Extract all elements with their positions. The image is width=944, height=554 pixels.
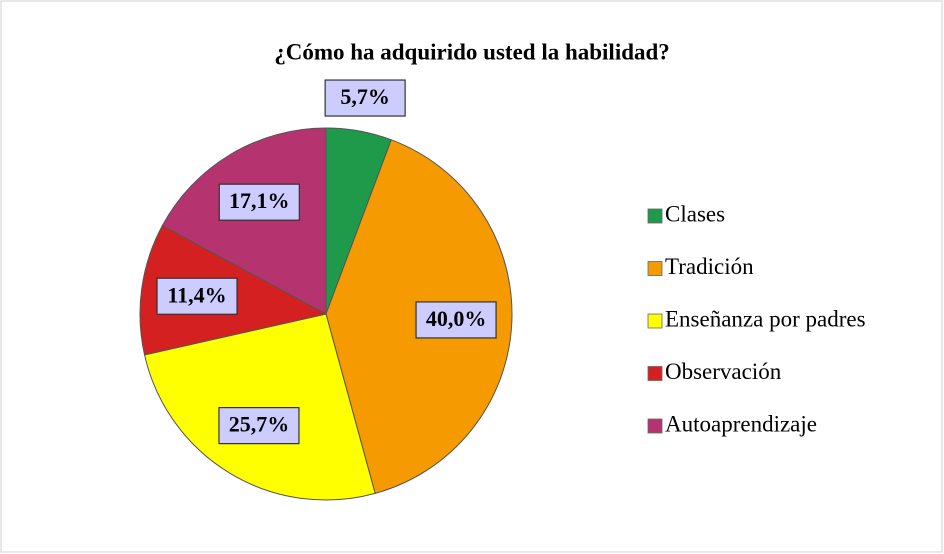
value-label: 25,7% <box>229 412 290 437</box>
legend-swatch <box>647 261 663 276</box>
legend-label: Autoaprendizaje <box>665 411 817 436</box>
legend-swatch <box>647 366 663 381</box>
value-label: 17,1% <box>229 188 290 213</box>
pie-slice <box>143 313 376 501</box>
value-label: 40,0% <box>426 306 487 331</box>
value-label-box <box>218 407 300 445</box>
value-label-box <box>415 301 497 339</box>
value-label-box <box>324 79 406 117</box>
value-label: 11,4% <box>167 282 226 307</box>
legend-swatch <box>647 418 663 434</box>
value-label-box <box>156 277 238 315</box>
legend-swatch <box>647 208 663 224</box>
pie-slice <box>161 127 327 315</box>
chart-title: ¿Cómo ha adquirido usted la habilidad? <box>274 39 670 64</box>
value-label-box <box>218 183 300 221</box>
value-label: 5,7% <box>340 84 390 109</box>
legend-label: Observación <box>665 359 782 384</box>
legend-label: Clases <box>665 201 725 226</box>
legend-label: Tradición <box>665 254 754 279</box>
legend-label: Enseñanza por padres <box>665 306 866 331</box>
legend-swatch <box>647 313 663 329</box>
